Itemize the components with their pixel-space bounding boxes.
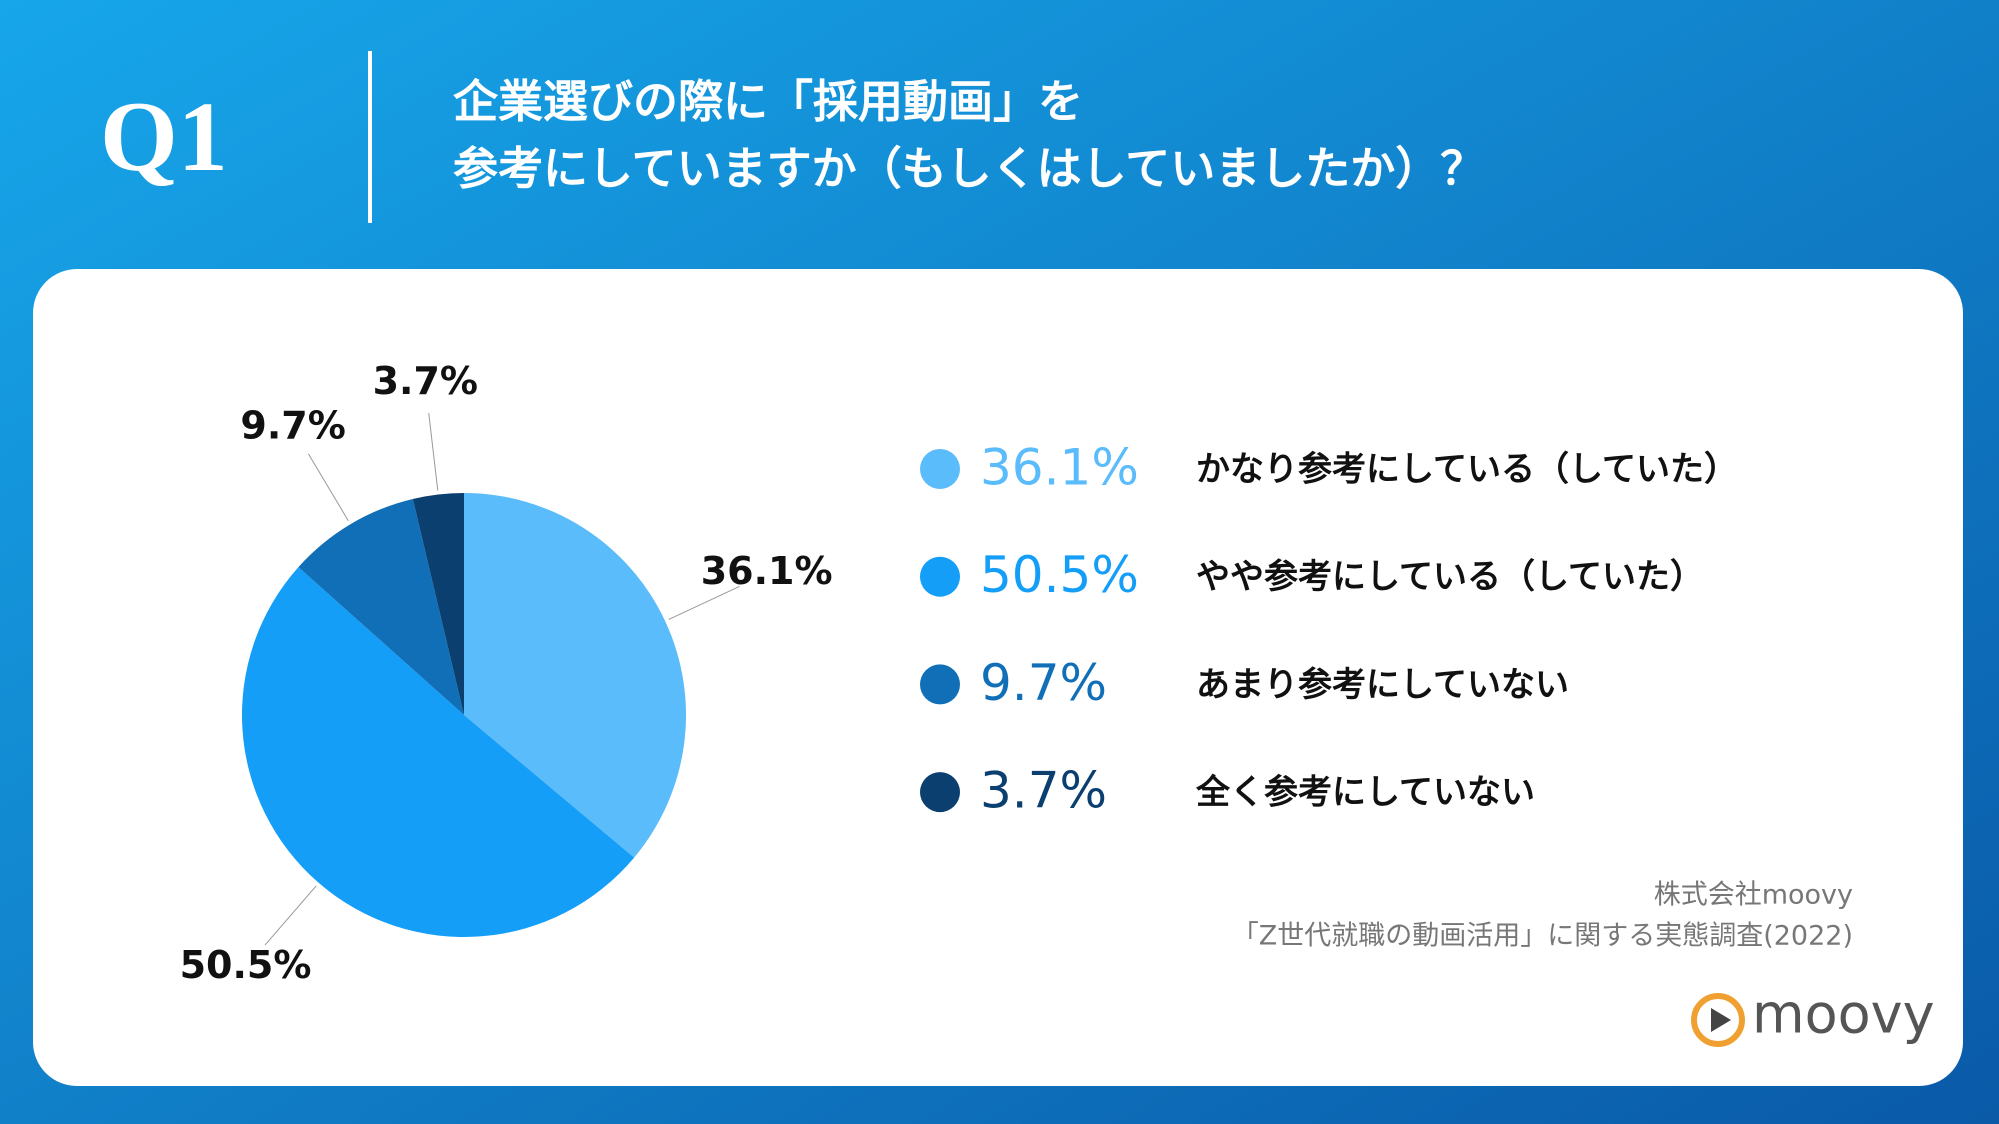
legend-dot — [920, 449, 960, 489]
legend-value: 9.7% — [980, 654, 1107, 712]
data-label: 36.1% — [701, 549, 833, 593]
logo-ring — [1691, 993, 1745, 1047]
pie-slice — [412, 493, 464, 715]
legend-value: 3.7% — [980, 762, 1107, 820]
legend-label: かなり参考にしている（していた） — [1196, 450, 1738, 490]
legend-label: 全く参考にしていない — [1195, 773, 1535, 813]
data-label: 50.5% — [180, 943, 312, 987]
legend-dot — [920, 556, 960, 597]
logo-text: moovy — [1752, 983, 1935, 1046]
pie-slice — [241, 567, 635, 938]
legend-value: 50.5% — [980, 546, 1139, 604]
source: 「Z世代就職の動画活用」に関する実態調査(2022) — [1232, 921, 1853, 952]
legend-label: やや参考にしている（していた） — [1196, 557, 1704, 597]
pie-slice — [298, 498, 464, 715]
data-label: 9.7% — [240, 404, 345, 448]
legend-value: 36.1% — [980, 439, 1139, 497]
leader-line — [308, 453, 349, 522]
legend-dot — [920, 772, 960, 813]
leader-line — [264, 885, 317, 946]
leader-line — [668, 585, 740, 620]
data-label: 3.7% — [373, 359, 478, 403]
question-number: Q1 — [100, 81, 228, 192]
title-line: 参考にしていますか（もしくはしていましたか）？ — [453, 142, 1485, 195]
pie-slice — [464, 493, 687, 858]
source: 株式会社moovy — [1654, 880, 1853, 911]
title-line: 企業選びの際に「採用動画」を — [453, 75, 1083, 128]
logo-play — [1711, 1008, 1731, 1032]
legend-label: あまり参考にしていない — [1196, 665, 1569, 705]
leader-line — [428, 412, 439, 491]
legend-dot — [920, 664, 960, 705]
